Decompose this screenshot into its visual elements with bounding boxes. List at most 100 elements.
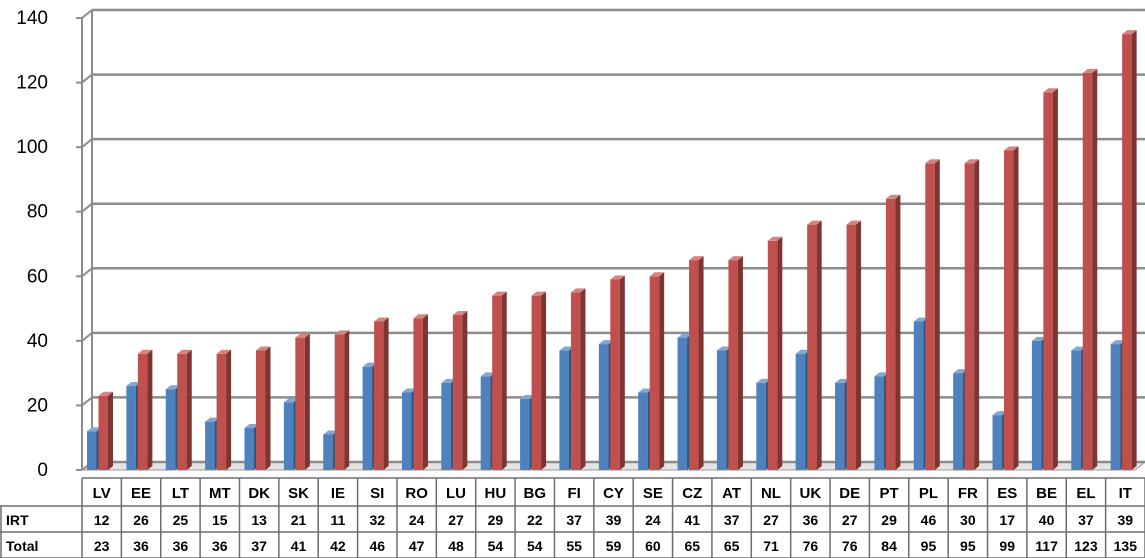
bar-total-uk-side [816, 220, 822, 470]
bar-total-be [1043, 92, 1053, 470]
category-label: CY [603, 485, 624, 502]
bar-total-fr-top [964, 159, 980, 164]
bar-total-nl-side [777, 236, 783, 470]
data-label: 65 [724, 538, 740, 554]
category-label: AT [722, 485, 741, 502]
data-label: 32 [369, 512, 385, 528]
data-label: 36 [212, 538, 228, 554]
bar-total-it-top [1122, 30, 1137, 35]
bar-total-sk [295, 337, 305, 470]
bar-total-nl [767, 240, 778, 470]
bar-irt-se [638, 392, 648, 470]
data-label: 76 [842, 538, 858, 554]
data-label: 11 [331, 512, 346, 528]
bar-irt-cy [598, 344, 609, 470]
bar-total-de [846, 224, 857, 470]
bar-irt-el [1071, 350, 1081, 470]
bar-total-bg [531, 295, 542, 470]
data-label: 95 [921, 538, 937, 554]
bar-irt-el-top [1071, 346, 1086, 351]
bar-total-at [728, 260, 738, 470]
bar-total-cy-top [610, 275, 625, 280]
y-tick-label: 0 [37, 460, 48, 481]
data-label: 117 [1035, 538, 1058, 554]
category-label: RO [405, 485, 428, 502]
bar-total-lt-top [177, 349, 192, 354]
bar-total-at-top [728, 256, 743, 261]
bar-irt-fi-top [559, 346, 574, 351]
bar-irt-at-top [716, 346, 732, 351]
data-label: 36 [173, 538, 189, 554]
bar-total-pt-side [895, 194, 901, 471]
bar-irt-mt [205, 421, 215, 470]
bar-irt-fi [559, 350, 569, 470]
bar-total-es-side [1013, 146, 1019, 470]
bar-irt-lu [441, 382, 451, 470]
data-label: 65 [684, 538, 700, 554]
gridline-diag [81, 202, 93, 213]
gridline-diag [81, 332, 93, 342]
bar-total-lt [177, 353, 187, 470]
bar-total-fi [570, 292, 581, 470]
bar-total-ee-side [147, 349, 153, 470]
category-label: BG [524, 485, 547, 502]
data-label: 41 [291, 538, 307, 554]
y-tick-label: 60 [27, 266, 48, 287]
bar-total-ro [413, 318, 423, 470]
bar-total-cz-side [698, 256, 704, 470]
bar-irt-ro-top [401, 388, 417, 393]
bar-irt-fr-top [953, 369, 968, 374]
category-label: DK [248, 485, 270, 502]
bar-total-pt [885, 198, 896, 471]
bar-irt-pt [874, 376, 884, 470]
data-label: 76 [803, 538, 819, 554]
y-tick-label: 100 [16, 137, 48, 158]
category-label: EL [1076, 485, 1095, 502]
bar-total-it-side [1131, 30, 1137, 471]
data-label: 42 [330, 538, 346, 554]
data-label: 40 [1039, 512, 1055, 528]
data-label: 54 [527, 538, 543, 554]
data-label: 30 [960, 512, 976, 528]
data-label: 27 [763, 512, 779, 528]
bar-irt-mt-top [205, 417, 220, 422]
bar-total-bg-top [531, 291, 547, 296]
bar-total-lv [98, 395, 108, 470]
bar-total-mt-top [216, 349, 232, 354]
category-label: PT [880, 485, 899, 502]
y-tick-label: 120 [16, 73, 48, 94]
category-label: IE [331, 485, 345, 502]
bar-irt-pt-top [874, 372, 889, 377]
bar-irt-pl-top [913, 317, 929, 322]
bar-total-si-top [374, 317, 389, 322]
bar-irt-bg [520, 398, 530, 470]
category-label: DE [839, 485, 860, 502]
category-label: NL [761, 485, 781, 502]
data-label: 59 [606, 538, 622, 554]
bar-total-el-side [1092, 68, 1098, 470]
gridline-diag [81, 267, 93, 278]
data-label: 37 [566, 512, 582, 528]
data-label: 46 [921, 512, 937, 528]
bar-total-hu [492, 295, 502, 470]
data-label: 24 [409, 512, 425, 528]
bar-total-it [1122, 34, 1132, 471]
bar-irt-dk [244, 428, 254, 470]
bar-irt-bg-top [520, 394, 535, 399]
bar-total-sk-top [295, 333, 310, 338]
bar-total-pl-top [925, 159, 940, 164]
bar-total-mt [216, 353, 227, 470]
bar-total-sk-side [304, 333, 310, 470]
category-label: SI [370, 485, 384, 502]
bar-irt-es-top [992, 411, 1008, 416]
category-label: BE [1036, 485, 1057, 502]
bar-irt-be-top [1031, 336, 1047, 341]
data-label: 55 [566, 538, 582, 554]
category-label: MT [209, 485, 231, 502]
bar-total-be-top [1043, 88, 1058, 93]
category-label: LV [93, 485, 111, 502]
bar-total-ee [137, 353, 148, 470]
data-label: 46 [369, 538, 385, 554]
category-label: LT [172, 485, 189, 502]
data-label: 25 [173, 512, 189, 528]
